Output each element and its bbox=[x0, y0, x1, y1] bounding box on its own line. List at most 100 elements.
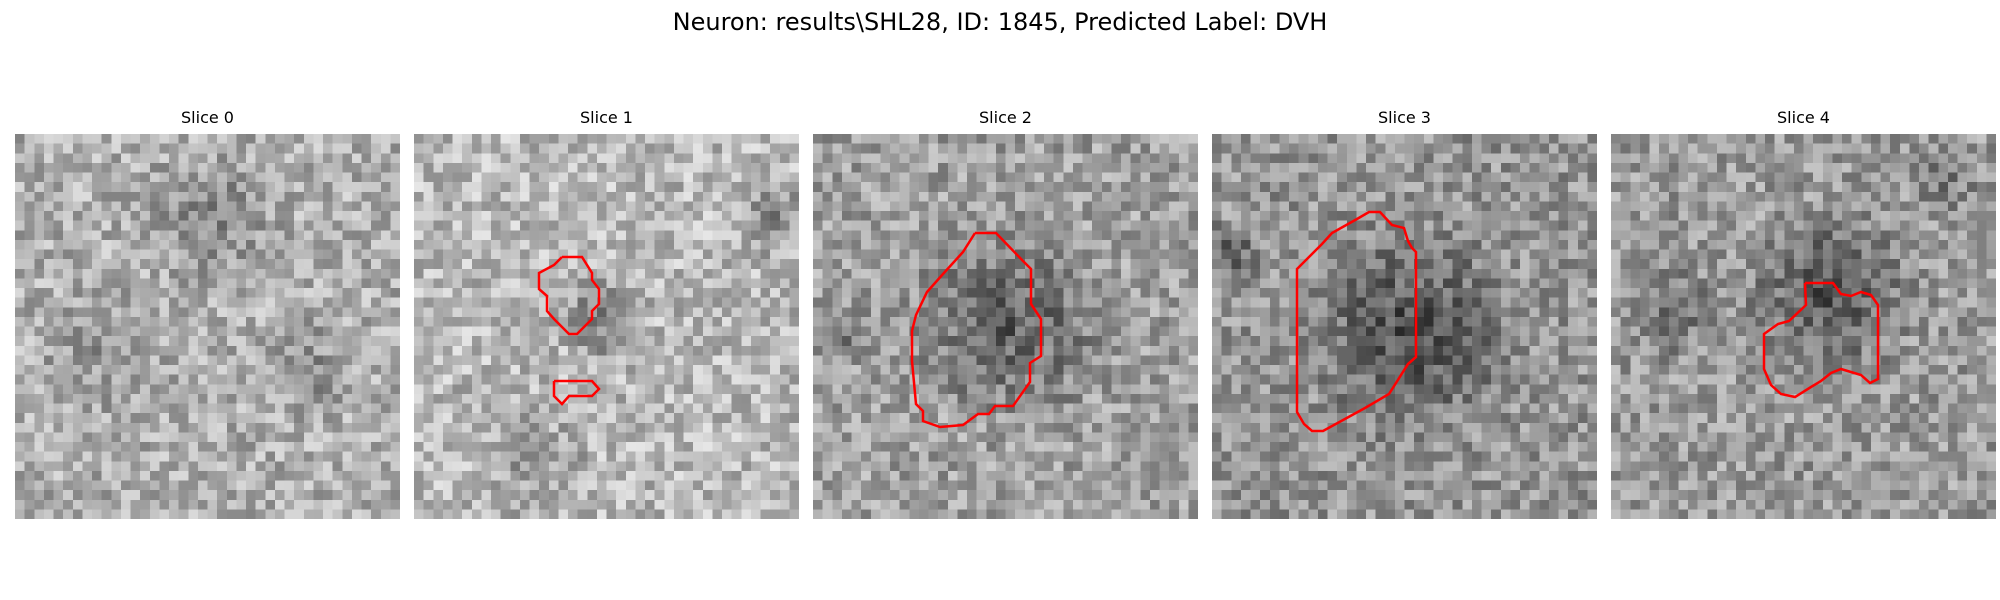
pixel bbox=[43, 182, 55, 193]
pixel bbox=[197, 336, 209, 347]
pixel bbox=[967, 278, 978, 289]
pixel bbox=[918, 288, 930, 299]
pixel bbox=[1072, 239, 1084, 251]
pixel bbox=[82, 278, 93, 289]
pixel bbox=[693, 480, 704, 491]
pixel bbox=[760, 422, 771, 433]
pixel bbox=[1044, 355, 1055, 366]
pixel bbox=[918, 432, 930, 443]
pixel bbox=[92, 162, 103, 174]
pixel bbox=[693, 403, 704, 414]
pixel bbox=[731, 259, 742, 270]
pixel bbox=[1520, 134, 1531, 145]
pixel bbox=[246, 393, 257, 405]
pixel bbox=[683, 336, 694, 347]
pixel bbox=[1510, 143, 1521, 154]
pixel bbox=[1356, 153, 1367, 164]
pixel bbox=[101, 365, 112, 376]
pixel bbox=[332, 268, 343, 279]
pixel bbox=[870, 143, 881, 154]
pixel bbox=[986, 470, 997, 482]
pixel bbox=[664, 451, 675, 462]
pixel bbox=[313, 355, 324, 366]
pixel bbox=[1111, 201, 1122, 212]
pixel bbox=[351, 461, 363, 472]
pixel bbox=[323, 182, 334, 193]
pixel bbox=[53, 220, 64, 231]
pixel bbox=[1053, 461, 1064, 472]
pixel bbox=[111, 249, 122, 260]
pixel bbox=[832, 499, 843, 510]
pixel bbox=[760, 249, 771, 260]
pixel bbox=[342, 432, 353, 443]
pixel bbox=[789, 403, 799, 414]
pixel bbox=[1577, 134, 1588, 145]
pixel bbox=[832, 201, 843, 212]
pixel bbox=[851, 499, 862, 510]
pixel bbox=[822, 393, 833, 405]
pixel bbox=[342, 393, 353, 405]
pixel bbox=[149, 211, 160, 222]
pixel bbox=[519, 278, 531, 289]
pixel bbox=[731, 172, 742, 183]
pixel bbox=[491, 355, 502, 366]
pixel bbox=[568, 230, 579, 241]
pixel bbox=[693, 470, 704, 482]
pixel bbox=[188, 288, 199, 299]
pixel bbox=[880, 153, 891, 164]
pixel bbox=[274, 239, 286, 251]
pixel bbox=[34, 297, 45, 308]
pixel bbox=[645, 143, 656, 154]
pixel bbox=[702, 182, 713, 193]
pixel bbox=[822, 162, 833, 174]
pixel bbox=[1169, 451, 1180, 462]
pixel bbox=[750, 191, 762, 202]
pixel bbox=[851, 134, 862, 145]
pixel bbox=[414, 442, 425, 453]
pixel bbox=[822, 422, 833, 433]
pixel bbox=[1111, 509, 1122, 519]
pixel bbox=[217, 172, 228, 183]
pixel bbox=[130, 153, 141, 164]
pixel bbox=[760, 355, 771, 366]
pixel bbox=[1169, 172, 1180, 183]
pixel bbox=[1053, 374, 1064, 385]
pixel bbox=[976, 297, 987, 308]
pixel bbox=[967, 422, 978, 433]
pixel bbox=[635, 509, 646, 519]
pixel bbox=[491, 307, 502, 318]
pixel bbox=[303, 201, 314, 212]
pixel bbox=[313, 153, 324, 164]
pixel bbox=[519, 470, 531, 482]
pixel bbox=[188, 191, 199, 202]
pixel bbox=[188, 249, 199, 260]
pixel bbox=[851, 442, 862, 453]
pixel bbox=[1082, 374, 1093, 385]
pixel bbox=[673, 461, 685, 472]
pixel bbox=[1159, 355, 1170, 366]
pixel bbox=[500, 134, 511, 145]
pixel bbox=[750, 355, 762, 366]
pixel bbox=[587, 403, 598, 414]
pixel bbox=[53, 365, 64, 376]
pixel bbox=[890, 393, 901, 405]
pixel bbox=[664, 461, 675, 472]
pixel bbox=[120, 451, 132, 462]
pixel bbox=[673, 134, 685, 145]
pixel bbox=[207, 220, 218, 231]
pixel bbox=[178, 345, 189, 356]
pixel bbox=[635, 461, 646, 472]
pixel bbox=[1015, 249, 1026, 260]
pixel bbox=[159, 307, 170, 318]
pixel bbox=[760, 278, 771, 289]
pixel bbox=[226, 374, 237, 385]
pixel bbox=[722, 134, 733, 145]
pixel bbox=[1169, 461, 1180, 472]
pixel bbox=[606, 172, 617, 183]
pixel bbox=[24, 134, 35, 145]
pixel bbox=[861, 432, 872, 443]
pixel bbox=[197, 326, 209, 337]
pixel bbox=[149, 509, 160, 519]
pixel bbox=[664, 470, 675, 482]
pixel bbox=[207, 480, 218, 491]
